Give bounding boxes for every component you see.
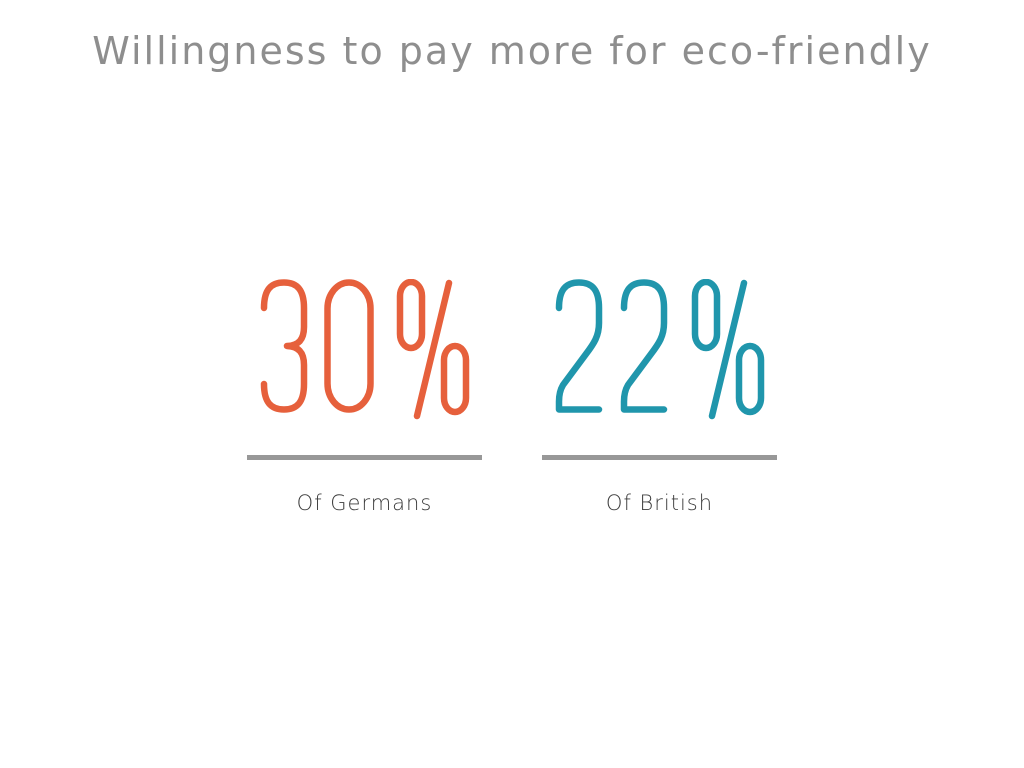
- divider-line-germans: [247, 454, 482, 460]
- divider-line-british: [542, 454, 777, 460]
- stat-value-british: [554, 278, 766, 421]
- page-title: Willingness to pay more for eco-friendly: [92, 29, 932, 73]
- stat-label-british: Of British: [605, 490, 714, 515]
- stat-british: Of British: [542, 278, 777, 515]
- stats-row: Of Germans Of British: [0, 278, 1024, 515]
- stat-germans: Of Germans: [247, 278, 482, 515]
- stat-value-germans: [259, 278, 471, 421]
- stat-label-germans: Of Germans: [296, 490, 433, 515]
